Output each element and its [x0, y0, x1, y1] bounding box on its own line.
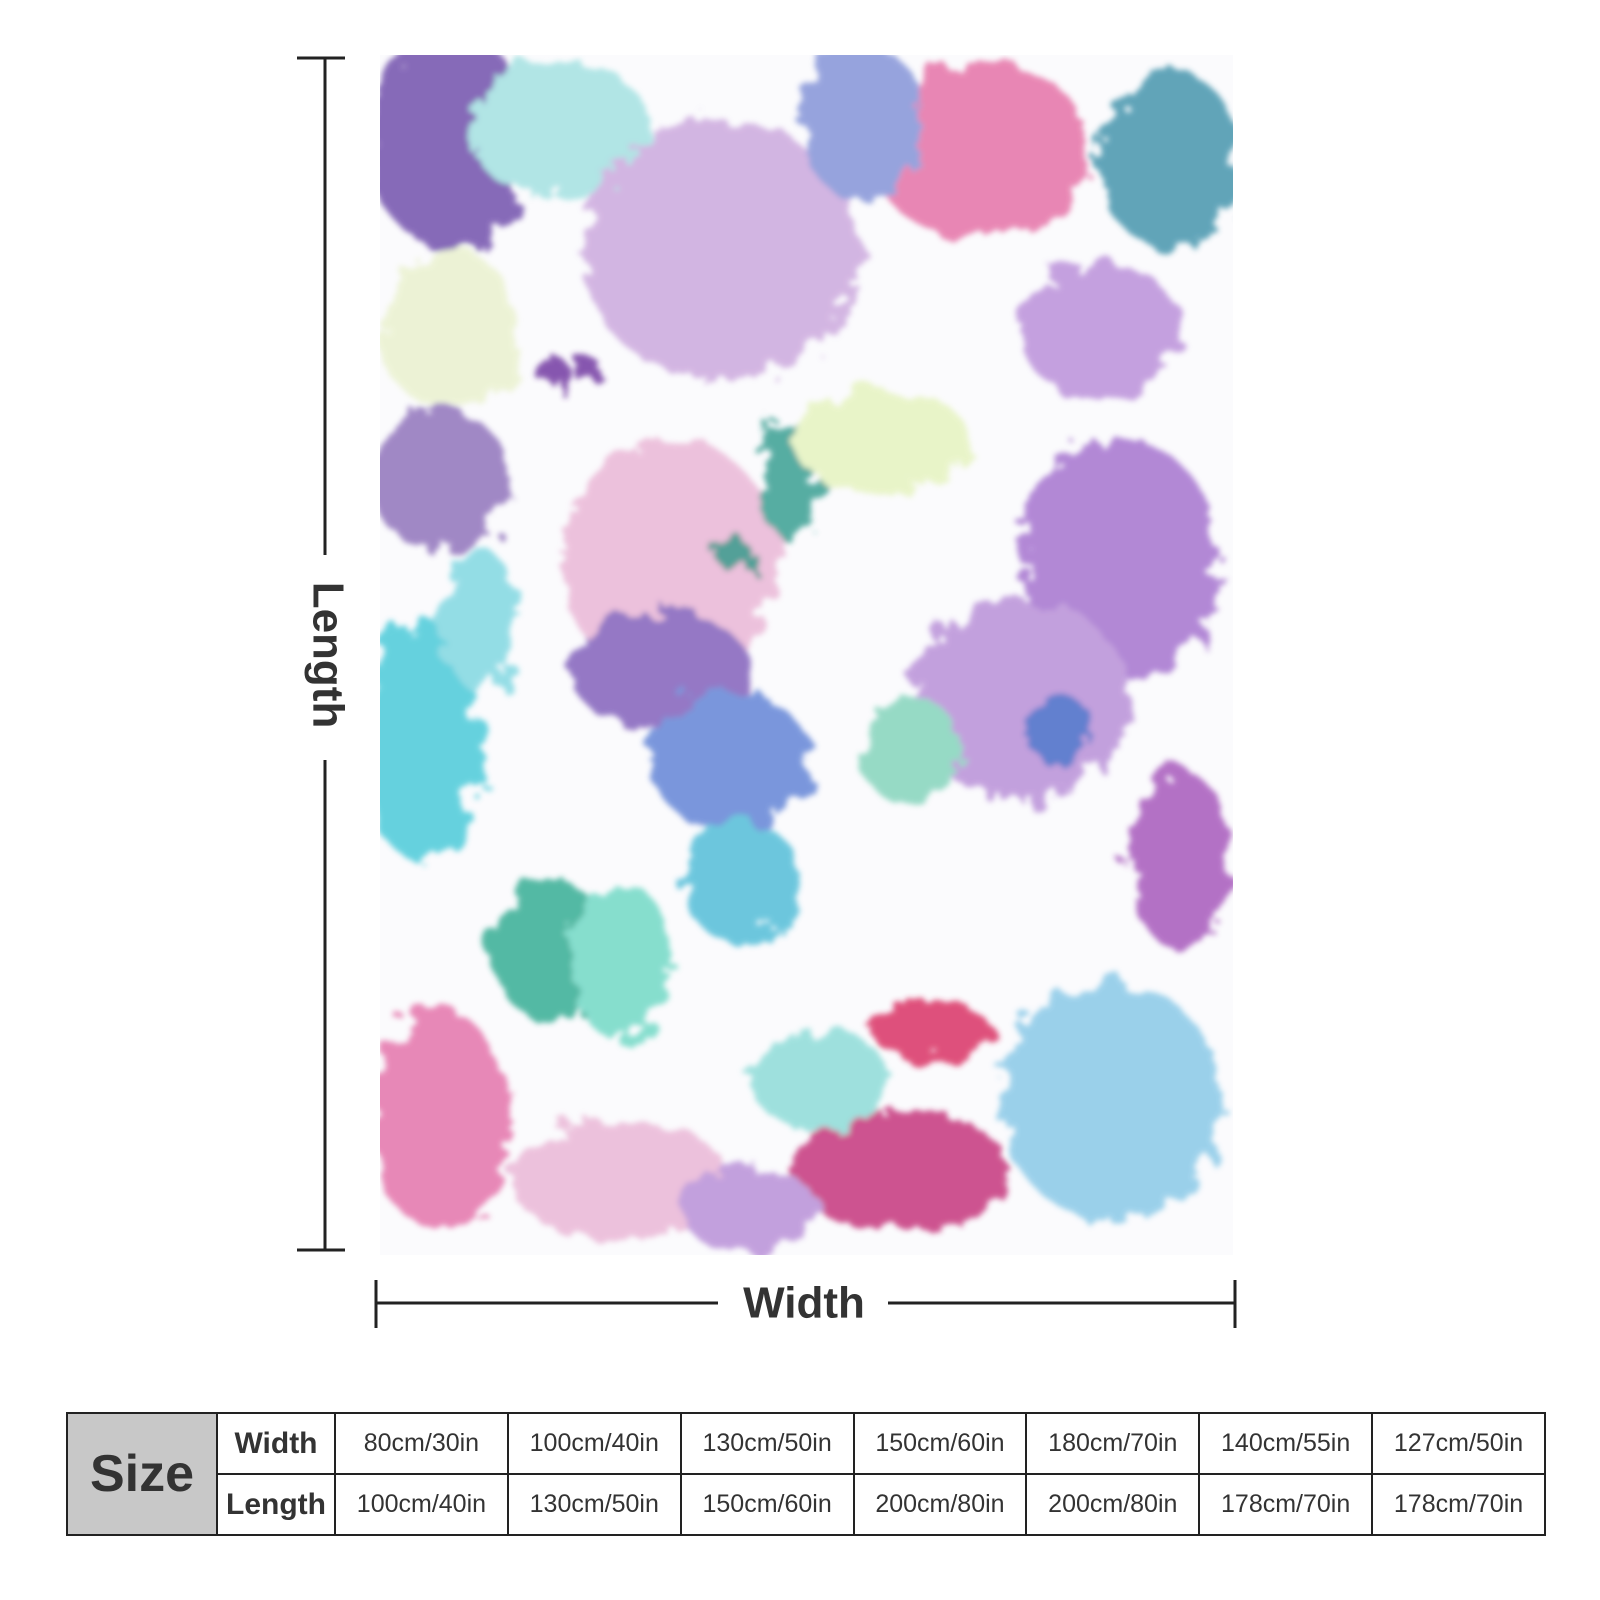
size-cell: 100cm/40in [506, 1412, 682, 1475]
size-cell: 178cm/70in [1371, 1473, 1546, 1536]
width-label: Width [743, 1279, 865, 1328]
blanket [380, 55, 1233, 1255]
size-cell: 180cm/70in [1025, 1412, 1201, 1475]
size-cell: 200cm/80in [1025, 1473, 1201, 1536]
size-cell: 150cm/60in [679, 1473, 855, 1536]
size-table: Size Width 80cm/30in 100cm/40in 130cm/50in 15… [66, 1412, 1546, 1536]
size-cell: 80cm/30in [334, 1412, 509, 1475]
length-label: Length [303, 582, 352, 729]
table-row: Size Width 80cm/30in 100cm/40in 130cm/50in 15… [66, 1412, 1546, 1536]
illustration: Length Width [297, 55, 1237, 1328]
size-cell: 178cm/70in [1198, 1473, 1374, 1536]
row-label: Length [216, 1473, 336, 1536]
size-header: Size [66, 1412, 218, 1536]
size-cell: 200cm/80in [852, 1473, 1028, 1536]
size-cell: 130cm/50in [679, 1412, 855, 1475]
size-cell: 100cm/40in [334, 1473, 509, 1536]
width-dimension [374, 1280, 1237, 1328]
size-cell: 127cm/50in [1371, 1412, 1546, 1475]
table-row: Length 100cm/40in 130cm/50in 150cm/60in 200c… [67, 1473, 1546, 1536]
size-cell: 150cm/60in [852, 1412, 1028, 1475]
size-cell: 140cm/55in [1198, 1412, 1374, 1475]
size-cell: 130cm/50in [506, 1473, 682, 1536]
length-dimension [297, 56, 345, 1252]
row-label: Width [216, 1412, 336, 1475]
